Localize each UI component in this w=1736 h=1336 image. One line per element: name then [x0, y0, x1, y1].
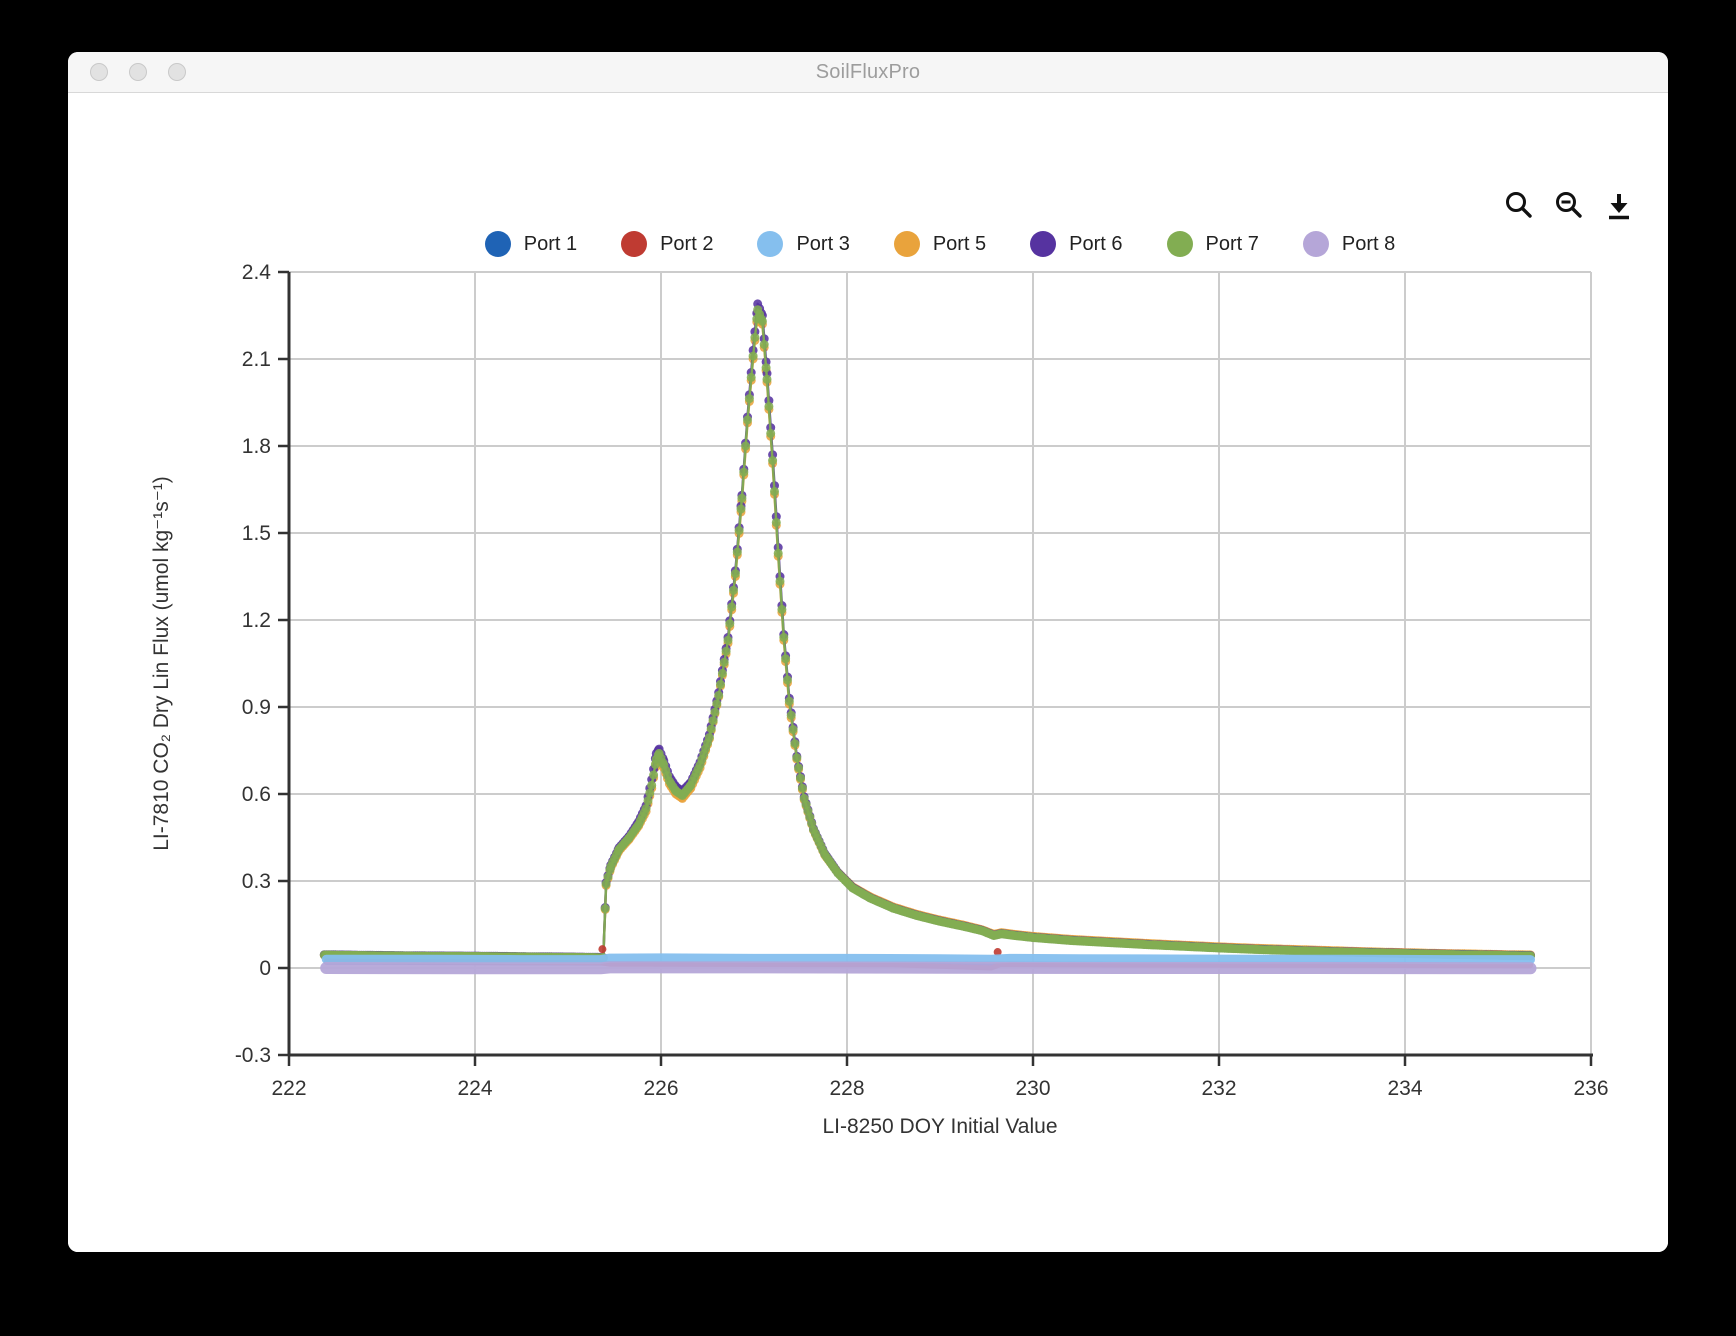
legend-label: Port 3	[796, 232, 850, 255]
legend-label: Port 8	[1341, 232, 1396, 255]
svg-text:236: 236	[1573, 1077, 1608, 1100]
zoom-out-icon	[1556, 192, 1582, 218]
svg-text:234: 234	[1387, 1077, 1422, 1100]
svg-text:0.6: 0.6	[242, 783, 271, 806]
svg-text:0.9: 0.9	[242, 696, 271, 719]
plot-area[interactable]: -0.3 0 0.3 0.6 0.9 1.2 1.5 1.8 2.1 2.4 222 224 226 22…	[68, 93, 1668, 1252]
app-window: SoilFluxPro	[68, 52, 1668, 1252]
svg-text:228: 228	[829, 1077, 864, 1100]
legend-item-port-2[interactable]: Port 2	[621, 231, 713, 257]
svg-text:230: 230	[1015, 1077, 1050, 1100]
svg-text:232: 232	[1201, 1077, 1236, 1100]
legend-swatch-icon	[757, 231, 784, 257]
close-button[interactable]	[90, 63, 108, 81]
legend-swatch-icon	[484, 231, 511, 257]
svg-text:2.1: 2.1	[242, 348, 271, 371]
title-bar[interactable]: SoilFluxPro	[68, 52, 1668, 93]
x-axis-title: LI-8250 DOY Initial Value	[822, 1115, 1057, 1138]
legend-label: Port 1	[523, 232, 578, 255]
svg-text:1.2: 1.2	[242, 609, 271, 632]
svg-text:226: 226	[643, 1077, 678, 1100]
zoom-in-button[interactable]	[1502, 189, 1536, 223]
legend-item-port-5[interactable]: Port 5	[893, 231, 987, 257]
legend-item-port-8[interactable]: Port 8	[1302, 231, 1396, 257]
legend-label: Port 5	[932, 232, 987, 255]
legend-swatch-icon	[1302, 231, 1329, 257]
svg-text:222: 222	[271, 1077, 306, 1100]
svg-text:224: 224	[457, 1077, 492, 1100]
legend-item-port-7[interactable]: Port 7	[1166, 231, 1259, 257]
svg-text:2.4: 2.4	[242, 261, 272, 284]
zoom-button[interactable]	[168, 63, 186, 81]
zoom-in-icon	[1506, 192, 1532, 218]
chart-panel: Port 1 Port 2 Port 3 Port 5 Port 6 Port 7 Port…	[68, 93, 1668, 1252]
legend-label: Port 2	[660, 232, 714, 255]
traffic-lights	[90, 63, 186, 81]
legend-item-port-6[interactable]: Port 6	[1030, 231, 1123, 257]
zoom-out-button[interactable]	[1552, 189, 1586, 223]
y-axis-title: LI-7810 CO₂ Dry Lin Flux (umol kg⁻¹s⁻¹)	[150, 476, 173, 851]
svg-text:1.5: 1.5	[242, 522, 271, 545]
legend-item-port-1[interactable]: Port 1	[484, 231, 578, 257]
download-button[interactable]	[1602, 189, 1636, 223]
legend-swatch-icon	[1166, 231, 1193, 257]
minimize-button[interactable]	[129, 63, 147, 81]
svg-text:0: 0	[259, 957, 271, 980]
download-icon	[1609, 194, 1629, 220]
svg-text:-0.3: -0.3	[235, 1044, 271, 1067]
legend-label: Port 6	[1069, 232, 1123, 255]
legend-label: Port 7	[1205, 232, 1259, 255]
chart-toolbar	[1502, 189, 1636, 223]
chart-legend: Port 1 Port 2 Port 3 Port 5 Port 6 Port 7 Port…	[289, 231, 1591, 257]
legend-swatch-icon	[893, 231, 920, 257]
legend-swatch-icon	[1030, 231, 1057, 257]
svg-text:0.3: 0.3	[242, 870, 271, 893]
svg-text:1.8: 1.8	[242, 435, 271, 458]
window-title: SoilFluxPro	[815, 60, 921, 83]
legend-swatch-icon	[621, 231, 648, 257]
legend-item-port-3[interactable]: Port 3	[757, 231, 850, 257]
